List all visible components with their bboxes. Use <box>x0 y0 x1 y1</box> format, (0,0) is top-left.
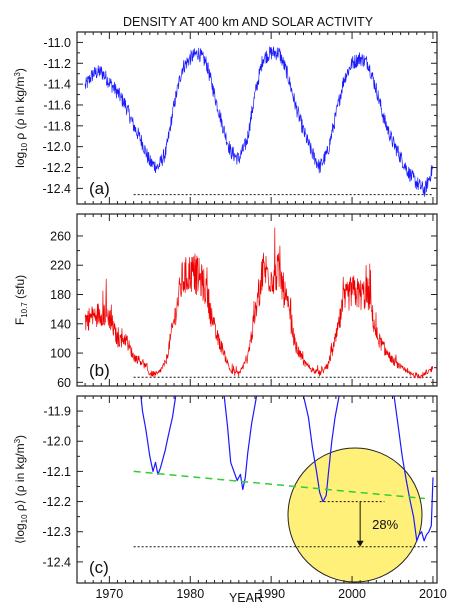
x-tick-label: 1970 <box>95 587 123 601</box>
series-line-1 <box>84 46 434 197</box>
panel-label: (c) <box>89 558 109 577</box>
panel-frame <box>76 395 438 584</box>
y-tick-label: -11.8 <box>43 119 71 133</box>
plot-area: 28% <box>133 396 434 583</box>
y-tick-label: -12.0 <box>43 140 72 154</box>
panel-label: (b) <box>89 361 110 380</box>
y-tick-label: -11.6 <box>43 98 71 112</box>
series-line-1 <box>140 396 177 475</box>
annotation-label: 28% <box>372 517 398 532</box>
series-line-4 <box>393 396 434 542</box>
plot-area <box>84 227 434 379</box>
y-tick-label: -12.2 <box>43 495 72 509</box>
x-tick-label: 2000 <box>338 587 366 601</box>
series-line-2 <box>223 396 258 491</box>
x-tick-label: 2010 <box>419 587 447 601</box>
y-axis-label: log10 ρ (ρ in kg/m3) <box>13 68 29 168</box>
y-tick-label: -11.2 <box>43 57 71 71</box>
y-tick-label: -11.4 <box>43 78 71 92</box>
y-tick-label: -12.4 <box>43 555 72 569</box>
y-axis-label: ⟨log10 ρ⟩ (ρ in kg/m3) <box>13 435 29 544</box>
panel-2: 60 100 140 180 220 260 (b) F10.7 (sfu) <box>13 213 438 390</box>
annotation-arrowhead <box>356 540 364 547</box>
series-line-3 <box>302 396 340 503</box>
panel-1: -11.0 -11.2 -11.4 -11.6 -11.8 -12.0 -12.2 -12.4… <box>13 31 438 205</box>
panel-frame <box>76 213 438 387</box>
y-tick-label: -12.4 <box>43 182 72 196</box>
y-axis-label: F10.7 (sfu) <box>13 275 29 325</box>
figure-title: DENSITY AT 400 km AND SOLAR ACTIVITY <box>123 15 374 29</box>
y-tick-label: 220 <box>50 259 71 273</box>
y-tick-label: -12.1 <box>43 465 72 479</box>
y-tick-label: -11.9 <box>43 405 71 419</box>
y-tick-label: -12.3 <box>43 525 72 539</box>
y-tick-label: 60 <box>57 376 71 390</box>
panel-label: (a) <box>89 179 110 198</box>
plot-area <box>84 46 434 197</box>
trend-line <box>133 470 425 500</box>
series-line-1 <box>84 227 434 379</box>
y-tick-label: -11.0 <box>43 36 71 50</box>
x-tick-label: 1990 <box>257 587 285 601</box>
y-tick-label: 140 <box>50 317 71 331</box>
x-axis-label: YEAR <box>229 591 263 605</box>
panel-3: 28% -11.9 -12.0 -12.1 -12.2 -12.3 -12.4 1970 198… <box>13 395 447 601</box>
y-tick-label: 100 <box>50 347 71 361</box>
highlight-circle <box>287 447 423 583</box>
y-tick-label: -12.0 <box>43 435 72 449</box>
x-tick-label: 1980 <box>176 587 204 601</box>
panel-frame <box>76 31 438 205</box>
y-tick-label: 260 <box>50 229 71 243</box>
y-tick-label: 180 <box>50 288 71 302</box>
y-tick-label: -12.2 <box>43 161 72 175</box>
